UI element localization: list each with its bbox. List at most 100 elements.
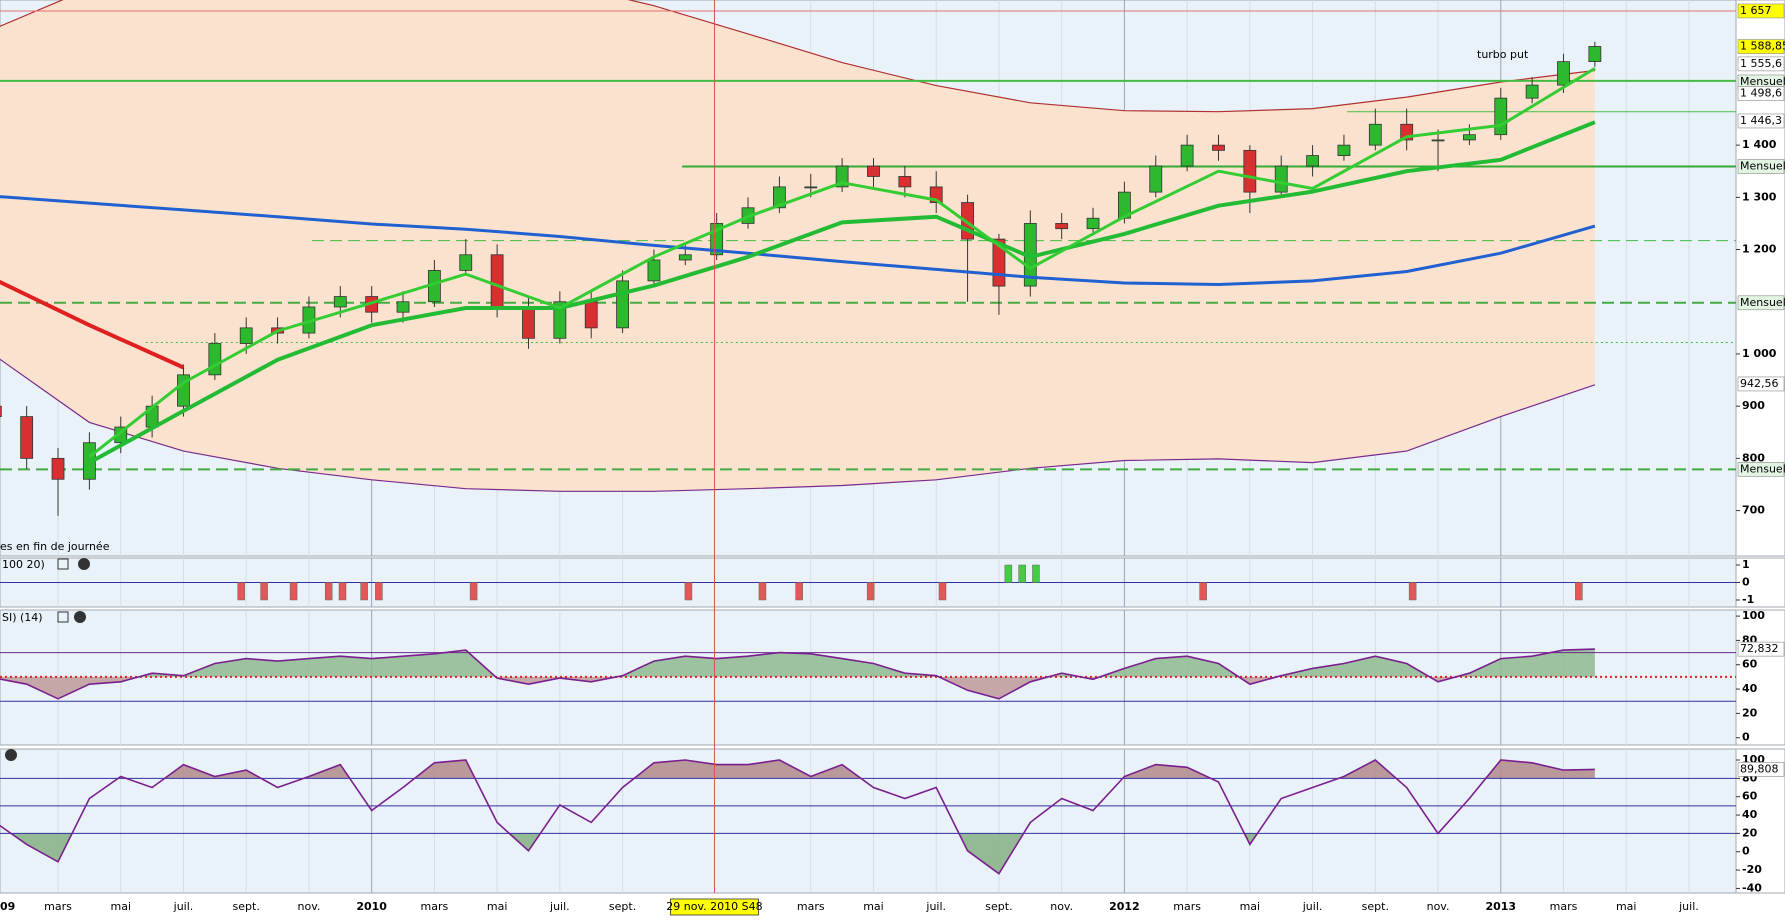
axis-box-label: 89,808 xyxy=(1740,762,1779,775)
axis-box xyxy=(1737,762,1785,777)
axis-box xyxy=(1737,3,1785,19)
axis-box-label: Mensuel xyxy=(1740,75,1785,88)
candle-body xyxy=(1588,46,1602,63)
candle-body xyxy=(1274,165,1288,193)
x-tick-label: sept. xyxy=(985,900,1012,913)
candle-body xyxy=(647,259,661,282)
y-tick-label: 60 xyxy=(1742,790,1758,803)
axis-box-label: 1 657 xyxy=(1740,4,1772,17)
signal-bar xyxy=(1032,564,1040,583)
band-area xyxy=(0,0,1595,492)
icon-close[interactable] xyxy=(5,749,17,761)
signal-bar xyxy=(289,582,298,601)
y-tick-label: 20 xyxy=(1742,826,1758,839)
signal-bar xyxy=(360,582,368,601)
y-tick-label: 800 xyxy=(1742,451,1765,464)
ma-line xyxy=(0,195,1596,286)
band-line xyxy=(0,0,1595,113)
panel-icons xyxy=(5,558,90,761)
y-tick-label: 0 xyxy=(1742,576,1750,589)
axis-box xyxy=(1737,86,1785,101)
axis-box-label: 1 498,6 xyxy=(1740,87,1782,100)
ma-line xyxy=(88,120,1596,465)
candle-body xyxy=(1086,217,1100,230)
y-tick-label: 20 xyxy=(1742,706,1758,719)
candle-body xyxy=(1368,123,1382,146)
panel xyxy=(0,558,1736,607)
candle-body xyxy=(584,301,598,329)
icon-window[interactable] xyxy=(57,558,69,570)
ma-line xyxy=(0,279,185,370)
candle-body xyxy=(1463,134,1476,141)
x-tick-label: mars xyxy=(1173,900,1201,913)
cursor-box xyxy=(670,898,759,916)
x-tick-label: 09 xyxy=(0,900,15,913)
candle-body xyxy=(0,405,2,418)
candle-body xyxy=(396,301,410,313)
candle-body xyxy=(239,327,253,344)
signal-bar xyxy=(260,582,268,601)
signal-bar xyxy=(684,582,693,601)
panel-background xyxy=(0,748,1737,894)
candle-body xyxy=(1055,223,1069,230)
x-tick-label: mai xyxy=(487,900,508,913)
y-tick-label: 60 xyxy=(1742,658,1758,671)
signal-bar xyxy=(758,582,767,601)
candle-body xyxy=(1180,144,1194,167)
x-tick-label: juil. xyxy=(549,900,570,913)
signal-bar xyxy=(795,582,803,601)
candle-body xyxy=(490,254,504,308)
axis-box-label: Mensuel xyxy=(1740,296,1785,309)
candle-body xyxy=(867,165,880,177)
axis-box-label: 1 446,3 xyxy=(1740,114,1782,127)
candle-body xyxy=(1243,149,1257,193)
icon-close[interactable] xyxy=(74,611,86,623)
x-tick-label: juil. xyxy=(173,900,194,913)
y-tick-label: 1 xyxy=(1742,558,1750,571)
axis-box-label: Mensuel xyxy=(1740,160,1785,173)
y-tick-label: 1 400 xyxy=(1742,138,1777,151)
ma-line xyxy=(88,67,1596,458)
y-tick-label: 0 xyxy=(1742,845,1750,858)
candle-body xyxy=(208,343,222,376)
icon-window[interactable] xyxy=(57,611,69,623)
x-tick-label: mars xyxy=(797,900,825,913)
candle-body xyxy=(1212,144,1225,151)
signal-bar xyxy=(1408,582,1417,601)
candle-body xyxy=(51,457,65,480)
x-tick-label: mai xyxy=(1616,900,1637,913)
candle-body xyxy=(1306,155,1319,167)
candle-body xyxy=(1494,97,1508,136)
y-tick-label: -20 xyxy=(1742,863,1762,876)
axis-box xyxy=(1737,641,1785,657)
candle-body xyxy=(1431,139,1445,142)
annotation: turbo put xyxy=(1477,48,1529,61)
signal-bar xyxy=(469,582,478,601)
axis-box xyxy=(1737,39,1785,54)
y-tick-label: -40 xyxy=(1742,881,1762,894)
icon-close[interactable] xyxy=(78,558,90,570)
candle-body xyxy=(835,165,849,188)
x-tick-label: 2012 xyxy=(1109,900,1140,913)
axis-box-label: Mensuel xyxy=(1740,462,1785,475)
y-tick-label: 1 200 xyxy=(1742,243,1777,256)
axis-box xyxy=(1737,462,1785,477)
candle-body xyxy=(459,254,473,271)
candle-body xyxy=(20,416,34,459)
y-tick-label: 700 xyxy=(1742,504,1765,517)
candle-body xyxy=(1149,165,1163,193)
axis-box-label: 72,832 xyxy=(1740,642,1779,655)
band-line xyxy=(0,358,1596,492)
y-tick-label: 1 300 xyxy=(1742,190,1777,203)
x-tick-label: mai xyxy=(110,900,131,913)
y-tick-label: 100 xyxy=(1742,609,1765,622)
indicator-line xyxy=(0,759,1595,875)
x-tick-label: mars xyxy=(1550,900,1578,913)
y-tick-label: 0 xyxy=(1742,731,1750,744)
x-tick-label: sept. xyxy=(609,900,636,913)
area-fill xyxy=(0,760,1595,779)
panel xyxy=(0,610,1736,745)
x-tick-label: nov. xyxy=(298,900,321,913)
